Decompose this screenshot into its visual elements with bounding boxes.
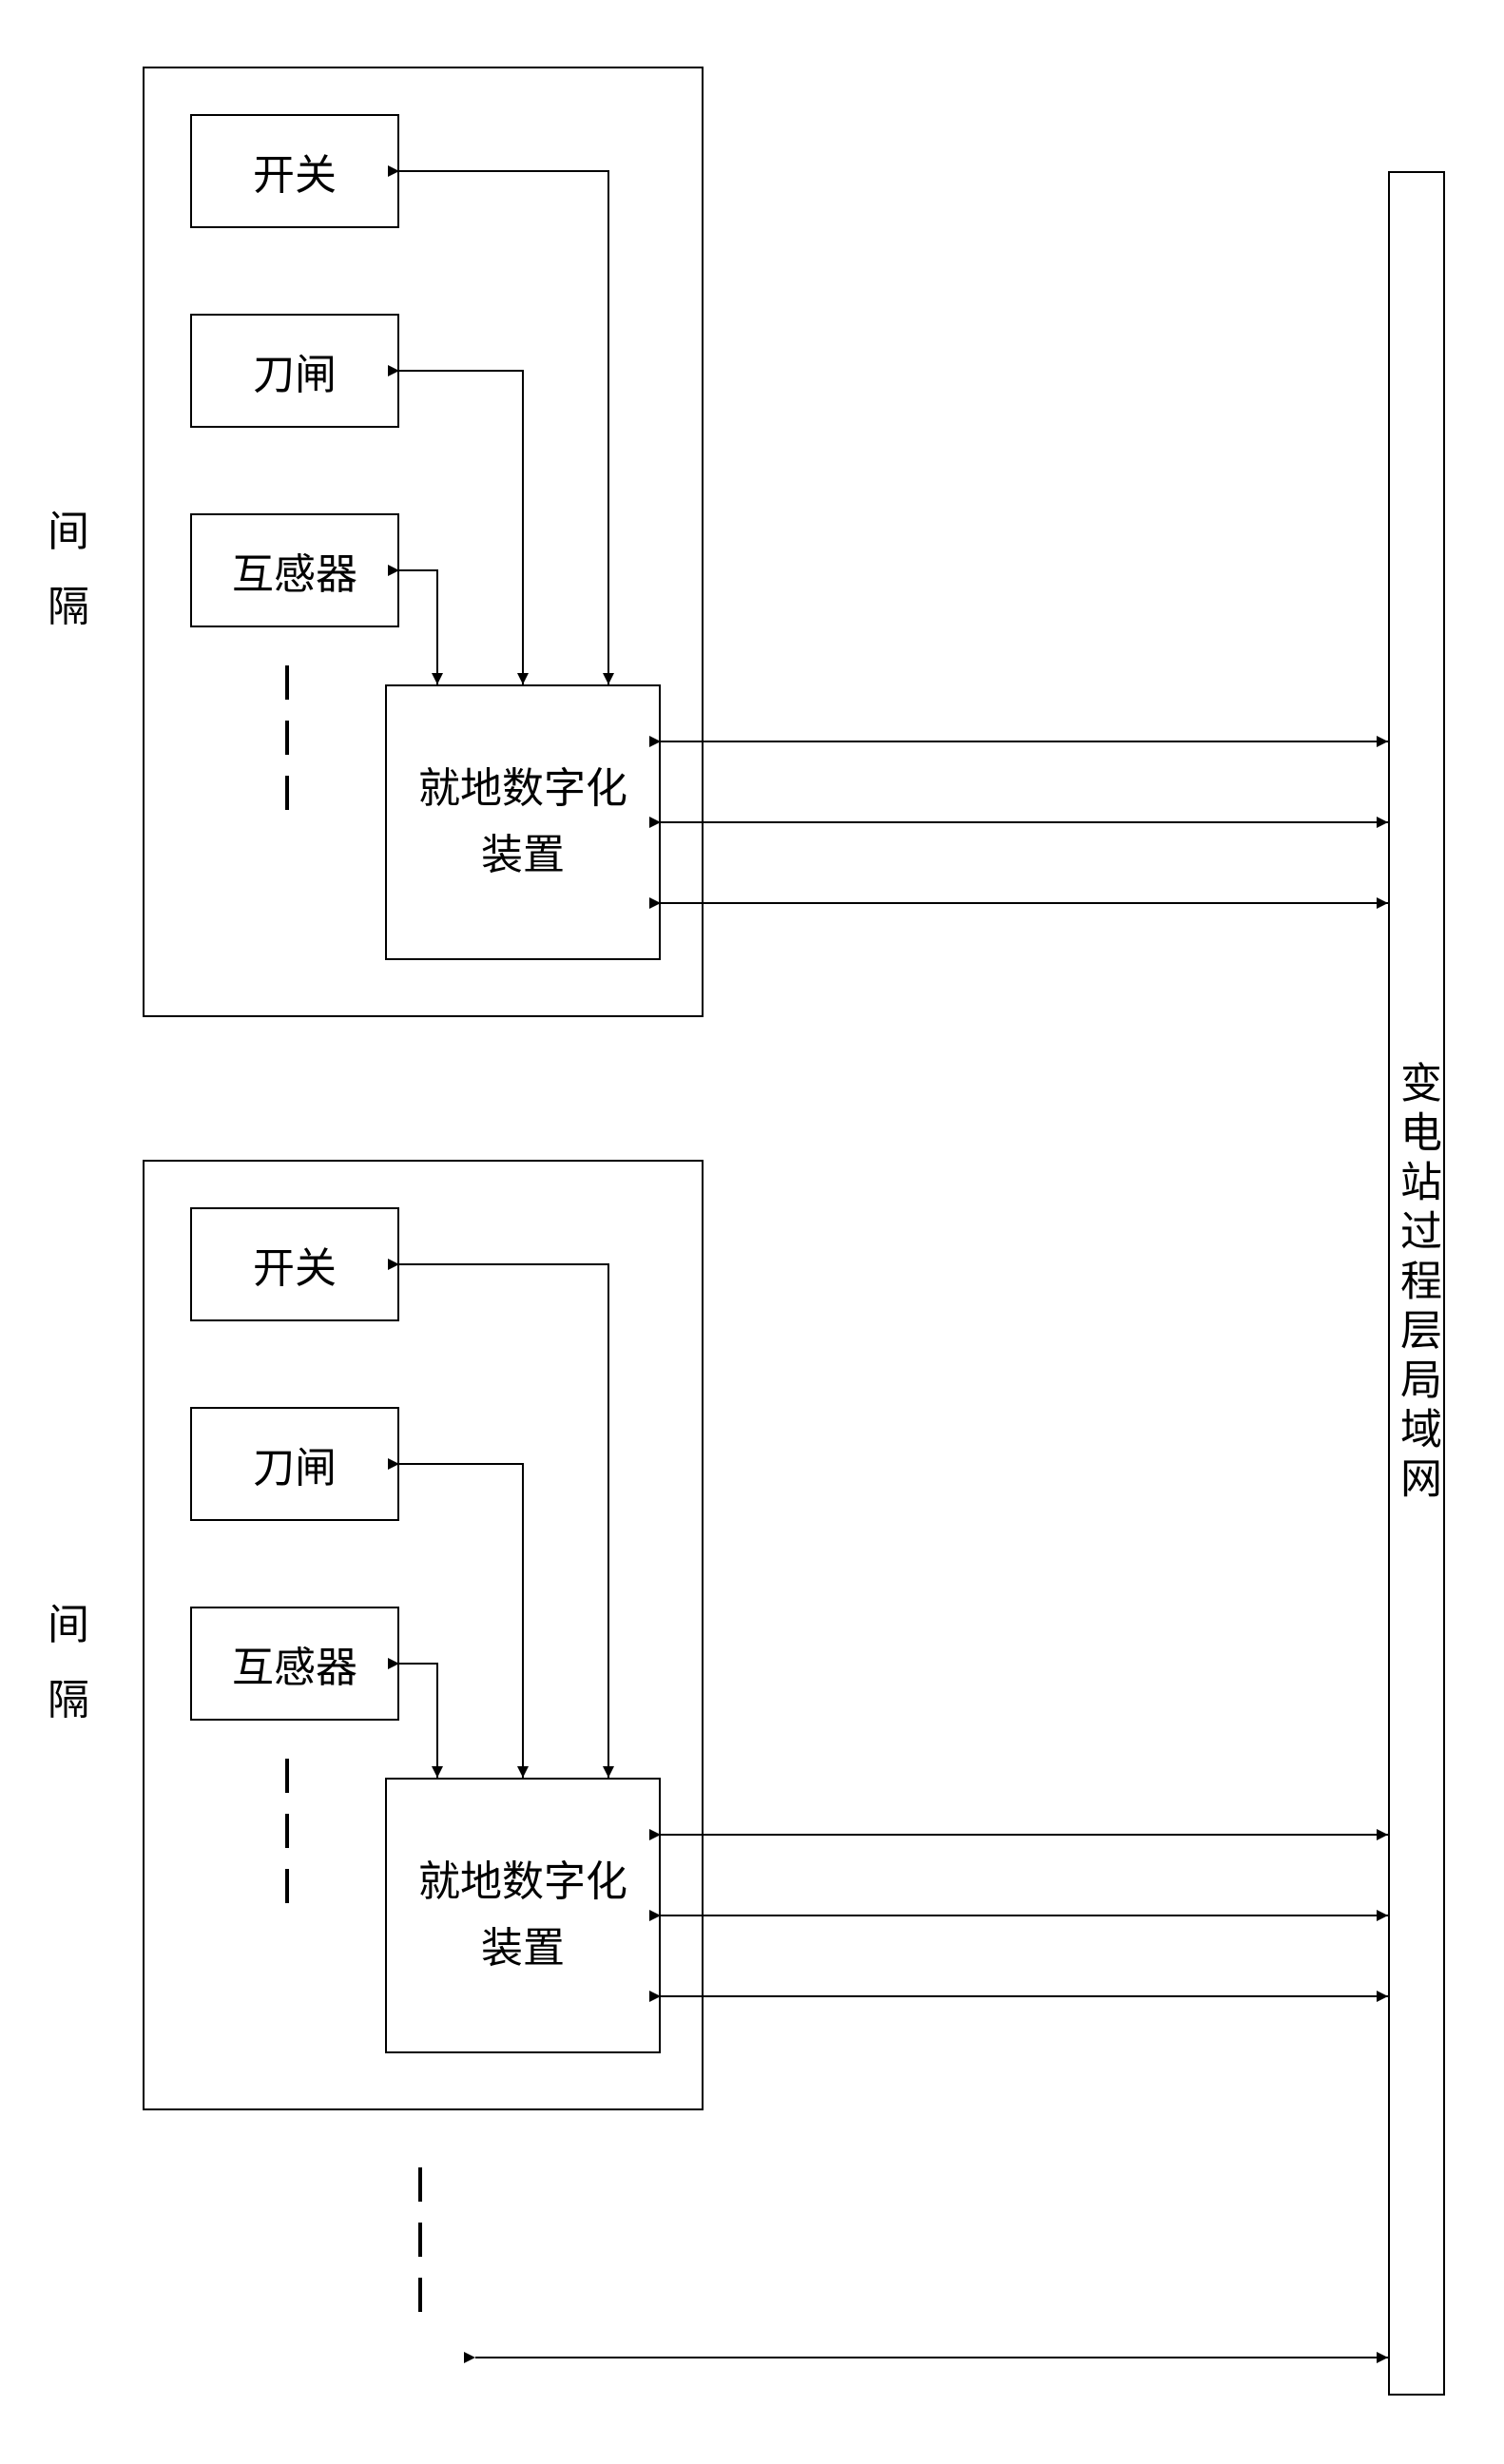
switch-label-2: 开关 <box>253 1234 337 1295</box>
transformer-box-2: 互感器 <box>190 1607 399 1721</box>
ellipsis-dashes-1 <box>285 665 287 831</box>
bay-side-label-1-text: 间 隔 <box>48 509 89 630</box>
ellipsis-dashes-2 <box>285 1759 287 1924</box>
digitizer-box-2: 就地数字化 装置 <box>385 1778 661 2053</box>
ellipsis-bays <box>418 2167 420 2333</box>
knife-box-1: 刀闸 <box>190 314 399 428</box>
knife-box-2: 刀闸 <box>190 1407 399 1521</box>
knife-label-2: 刀闸 <box>253 1434 337 1494</box>
switch-box-2: 开关 <box>190 1207 399 1321</box>
transformer-label-1: 互感器 <box>232 540 357 601</box>
bay-side-label-2-text: 间 隔 <box>48 1602 89 1723</box>
switch-box-1: 开关 <box>190 114 399 228</box>
digitizer-label-1: 就地数字化 装置 <box>418 756 627 890</box>
switch-label-1: 开关 <box>253 141 337 202</box>
transformer-label-2: 互感器 <box>232 1633 357 1694</box>
transformer-box-1: 互感器 <box>190 513 399 627</box>
lan-box: 变电站过程层局域网 <box>1388 171 1445 2396</box>
digitizer-label-2: 就地数字化 装置 <box>418 1849 627 1983</box>
knife-label-1: 刀闸 <box>253 340 337 401</box>
bay-side-label-1: 间 隔 <box>48 494 89 645</box>
bay-side-label-2: 间 隔 <box>48 1588 89 1738</box>
digitizer-box-1: 就地数字化 装置 <box>385 684 661 960</box>
lan-label: 变电站过程层局域网 <box>1386 1061 1447 1506</box>
